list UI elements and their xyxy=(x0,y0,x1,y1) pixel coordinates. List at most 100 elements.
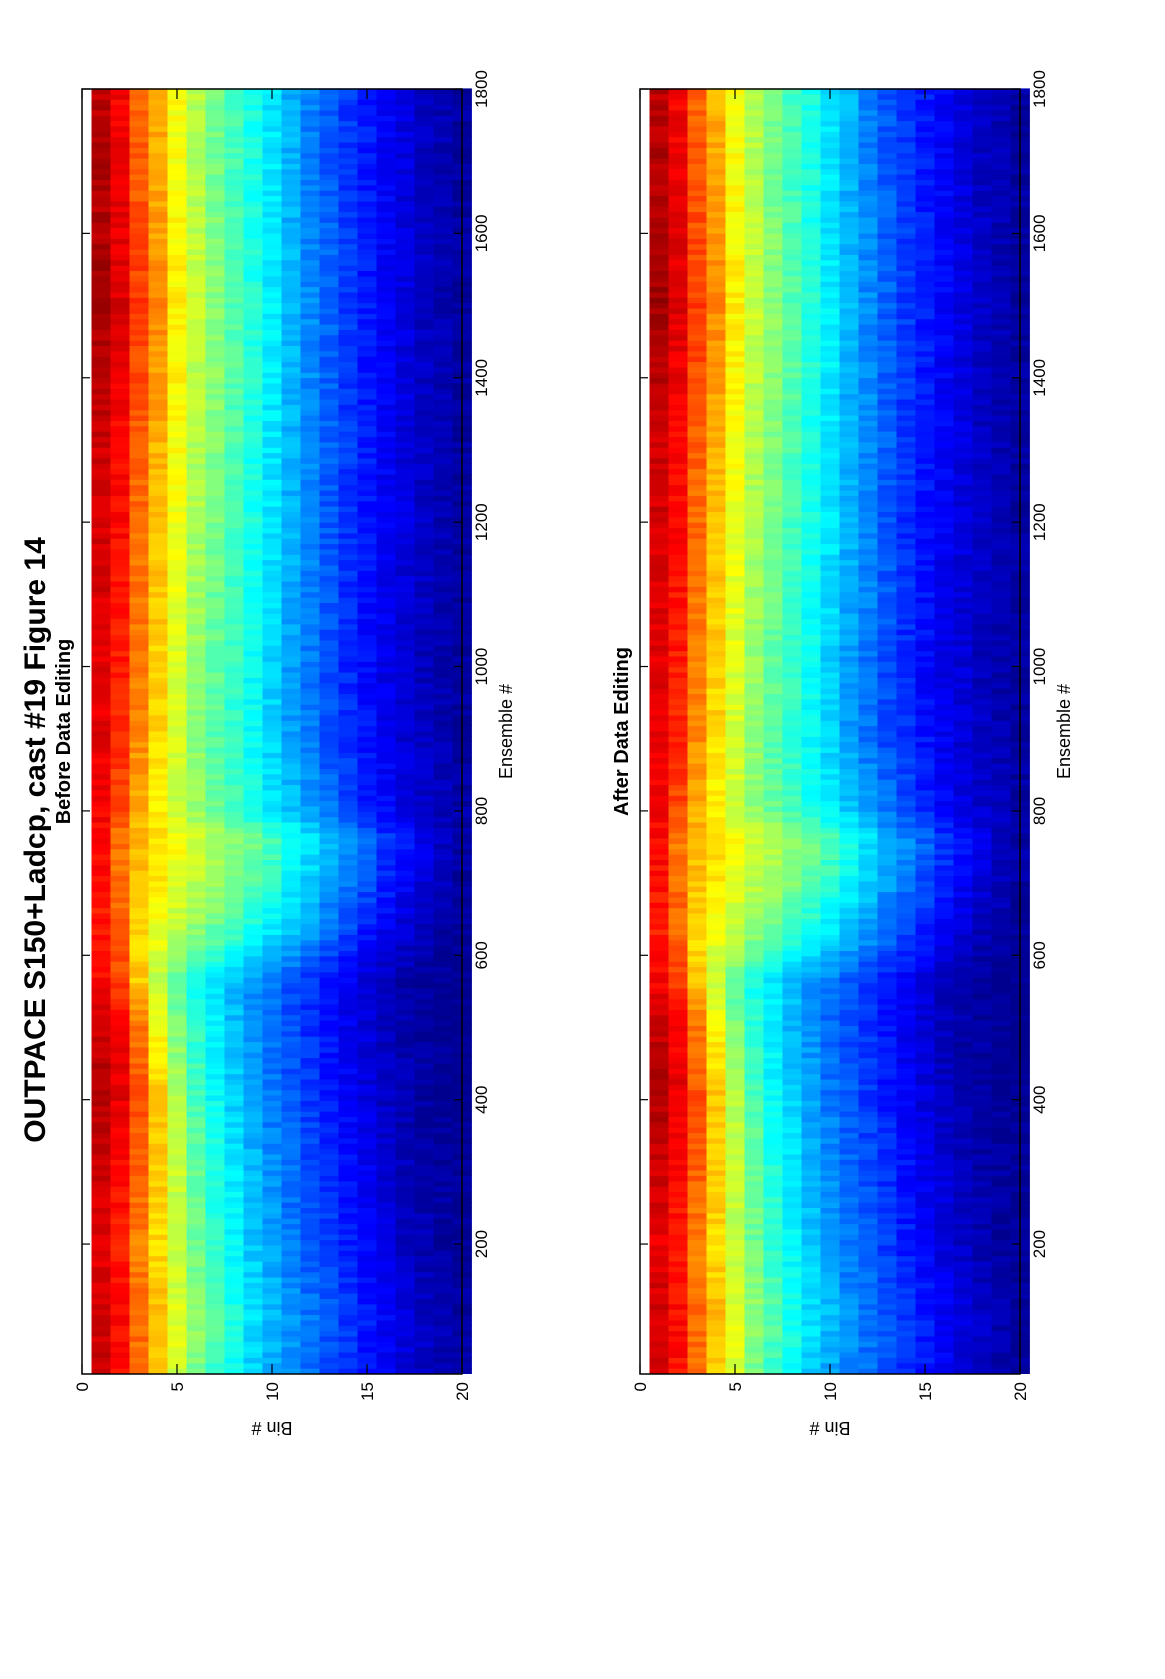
heatmap-cell xyxy=(338,1164,358,1171)
heatmap-cell xyxy=(262,115,282,122)
heatmap-cell xyxy=(376,1003,396,1010)
heatmap-cell xyxy=(110,1025,130,1032)
heatmap-cell xyxy=(129,714,149,721)
heatmap-cell xyxy=(414,495,434,502)
heatmap-cell xyxy=(395,211,415,218)
heatmap-cell xyxy=(186,971,206,978)
heatmap-cell xyxy=(300,1303,320,1310)
heatmap-cell xyxy=(395,704,415,711)
heatmap-cell xyxy=(338,736,358,743)
heatmap-cell xyxy=(300,1116,320,1123)
heatmap-cell xyxy=(243,441,263,448)
heatmap-cell xyxy=(300,190,320,197)
heatmap-cell xyxy=(376,259,396,266)
heatmap-cell xyxy=(110,752,130,759)
heatmap-cell xyxy=(376,1046,396,1053)
heatmap-cell xyxy=(414,912,434,919)
heatmap-cell xyxy=(148,313,168,320)
heatmap-cell xyxy=(649,1341,669,1348)
heatmap-cell xyxy=(262,265,282,272)
heatmap-cell xyxy=(186,1014,206,1021)
heatmap-cell xyxy=(91,591,111,598)
heatmap-cell xyxy=(148,1282,168,1289)
heatmap-cell xyxy=(243,1014,263,1021)
heatmap-cell xyxy=(649,907,669,914)
heatmap-cell xyxy=(376,1052,396,1059)
heatmap-cell xyxy=(414,141,434,148)
heatmap-cell xyxy=(281,993,301,1000)
heatmap-cell xyxy=(224,136,244,143)
heatmap-cell xyxy=(414,575,434,582)
heatmap-cell xyxy=(224,918,244,925)
heatmap-cell xyxy=(262,763,282,769)
heatmap-cell xyxy=(91,1325,111,1332)
heatmap-cell xyxy=(357,307,377,314)
heatmap-cell xyxy=(433,870,453,877)
heatmap-cell xyxy=(186,704,206,711)
heatmap-cell xyxy=(91,864,111,871)
heatmap-cell xyxy=(395,1191,415,1198)
heatmap-cell xyxy=(433,666,453,673)
heatmap-cell xyxy=(414,773,434,780)
heatmap-cell xyxy=(414,1078,434,1085)
heatmap-cell xyxy=(110,366,130,373)
heatmap-cell xyxy=(129,939,149,946)
heatmap-cell xyxy=(281,554,301,561)
heatmap-cell xyxy=(281,1271,301,1278)
heatmap-cell xyxy=(148,1159,168,1166)
heatmap-cell xyxy=(319,211,339,218)
heatmap-cell xyxy=(281,441,301,448)
heatmap-cell xyxy=(414,1319,434,1326)
heatmap-cell xyxy=(357,768,377,775)
heatmap-cell xyxy=(338,398,358,405)
heatmap-cell xyxy=(186,827,206,834)
heatmap-cell xyxy=(129,404,149,411)
heatmap-cell xyxy=(148,479,168,486)
heatmap-cell xyxy=(649,987,669,994)
heatmap-cell xyxy=(224,468,244,475)
heatmap-cell xyxy=(262,206,282,213)
heatmap-cell xyxy=(205,672,225,678)
heatmap-cell xyxy=(357,200,377,207)
heatmap-cell xyxy=(186,950,206,957)
heatmap-cell xyxy=(148,436,168,443)
heatmap-cell xyxy=(357,993,377,1000)
heatmap-cell xyxy=(262,398,282,405)
heatmap-cell xyxy=(433,1218,453,1225)
heatmap-cell xyxy=(186,168,206,175)
heatmap-cell xyxy=(338,1191,358,1198)
heatmap-cell xyxy=(338,265,358,272)
heatmap-cell xyxy=(395,1335,415,1342)
heatmap-cell xyxy=(167,281,187,288)
heatmap-cell xyxy=(281,987,301,994)
heatmap-cell xyxy=(167,345,187,352)
heatmap-cell xyxy=(281,966,301,973)
heatmap-cell xyxy=(433,709,453,716)
heatmap-cell xyxy=(300,993,320,1000)
heatmap-cell xyxy=(357,1089,377,1096)
heatmap-cell xyxy=(414,168,434,175)
heatmap-cell xyxy=(167,356,187,363)
heatmap-cell xyxy=(186,468,206,475)
heatmap-cell xyxy=(186,297,206,304)
heatmap-cell xyxy=(91,431,111,438)
heatmap-cell xyxy=(395,688,415,695)
heatmap-cell xyxy=(186,115,206,122)
heatmap-cell xyxy=(262,275,282,282)
heatmap-cell xyxy=(281,489,301,496)
heatmap-cell xyxy=(148,527,168,534)
heatmap-cell xyxy=(338,629,358,636)
heatmap-cell xyxy=(262,1041,282,1048)
heatmap-cell xyxy=(300,152,320,159)
heatmap-cell xyxy=(167,115,187,122)
heatmap-cell xyxy=(414,918,434,925)
heatmap-cell xyxy=(91,1159,111,1166)
heatmap-cell xyxy=(91,848,111,855)
heatmap-cell xyxy=(148,377,168,384)
heatmap-cell xyxy=(414,489,434,496)
heatmap-cell xyxy=(205,1068,225,1075)
heatmap-cell xyxy=(243,184,263,191)
heatmap-cell xyxy=(91,907,111,914)
heatmap-cell xyxy=(319,1202,339,1209)
heatmap-cell xyxy=(167,1068,187,1075)
